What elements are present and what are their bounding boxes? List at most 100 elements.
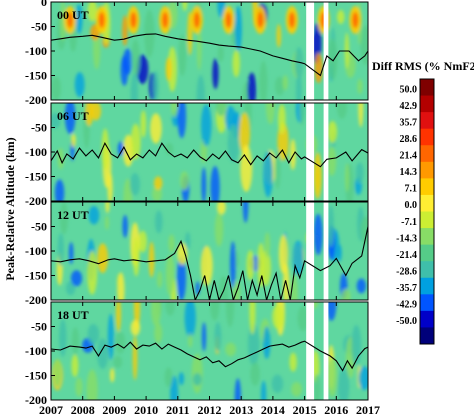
anomaly-blob [352,12,359,28]
colorbar-tick-label: 0.0 [405,200,418,211]
anomaly-blob [122,15,128,46]
peak-line [51,340,368,372]
anomaly-blob [263,326,271,360]
anomaly-blob [327,146,337,176]
anomaly-blob [170,375,179,400]
colorbar-tick-label: 42.9 [400,101,418,112]
y-tick-label: -150 [25,69,47,83]
anomaly-blob [247,72,257,100]
colorbar-tick-label: -35.7 [396,283,417,294]
anomaly-blob [165,254,175,296]
anomaly-blob [294,47,304,80]
panels: -200 -150 -100 -50 0 00 UT -200 -150 -100 -50 06 U… [25,0,369,407]
anomaly-blob [165,302,175,316]
colorbar-swatch [420,194,434,212]
anomaly-blob [167,46,177,92]
anomaly-blob [358,103,364,128]
anomaly-blob [115,302,121,332]
anomaly-blob [130,123,141,160]
anomaly-blob [162,12,169,28]
anomaly-blob [225,302,235,328]
anomaly-blob [87,250,98,295]
y-tick-label: -50 [31,121,47,135]
anomaly-blob [212,58,219,90]
anomaly-blob [176,255,187,300]
y-axis-label: Peak-Relative Altitude (km) [3,137,17,280]
peak-line [51,226,368,300]
anomaly-blob [257,12,264,28]
anomaly-blob [131,39,140,77]
x-tick-label: 2017 [356,403,380,417]
x-tick-label: 2015 [293,403,317,417]
panel: -200 -150 -100 -50 12 UT [25,201,369,307]
x-axis: 2007 2008 2009 2010 2011 2012 2013 2014 2015 2016… [39,403,380,417]
anomaly-blob [210,166,220,201]
y-tick-label: -200 [25,293,47,307]
anomaly-blob [179,171,189,191]
anomaly-blob [201,322,207,352]
colorbar-swatch [420,294,434,312]
data-gap [323,302,329,400]
x-tick-label: 2009 [102,403,126,417]
data-gap [323,202,329,300]
anomaly-blob [313,213,323,256]
anomaly-blob [85,103,94,127]
anomaly-blob [64,103,76,135]
anomaly-blob [154,322,163,344]
anomaly-blob [164,367,173,388]
anomaly-blob [168,234,175,253]
anomaly-blob [115,331,126,354]
anomaly-blob [355,162,364,184]
anomaly-blob [54,179,65,201]
anomaly-blob [249,302,256,335]
x-tick-label: 2012 [198,403,222,417]
colorbar-swatch [420,277,434,295]
anomaly-blob [65,281,76,296]
anomaly-blob [263,150,273,198]
colorbar: Diff RMS (% NmF2) 50.0 42.9 35.7 28.6 21.4 14… [372,59,474,345]
y-tick-label: -100 [25,344,47,358]
anomaly-blob [345,163,350,193]
x-tick-label: 2007 [39,403,63,417]
y-tick-label: -100 [25,44,47,58]
anomaly-blob [101,128,109,170]
anomaly-blob [214,212,224,247]
y-tick-label: -100 [25,145,47,159]
anomaly-blob [272,304,285,330]
anomaly-blob [110,367,115,383]
anomaly-blob [188,333,193,348]
data-gap [323,2,329,100]
anomaly-blob [122,214,128,238]
anomaly-blob [250,362,260,386]
anomaly-blob [336,103,348,120]
anomaly-blob [234,5,242,52]
y-tick-label: -200 [25,393,47,407]
data-gap [306,302,315,400]
anomaly-blob [216,202,226,215]
anomaly-blob [132,335,138,381]
colorbar-swatch [420,327,434,345]
colorbar-tick-label: -28.6 [396,266,417,277]
anomaly-blob [75,3,83,35]
panel: -200 -150 -100 -50 06 UT [25,102,369,208]
panel: -200 -150 -100 -50 18 UT [25,301,369,407]
panel-label: 12 UT [57,208,89,222]
anomaly-blob [171,103,178,117]
anomaly-blob [130,73,139,100]
anomaly-blob [271,374,284,393]
y-tick-label: -50 [31,220,47,234]
colorbar-tick-label: -7.1 [401,217,417,228]
anomaly-blob [282,75,288,91]
colorbar-frame [419,78,435,345]
anomaly-blob [105,202,110,214]
colorbar-title: Diff RMS (% NmF2) [372,59,474,73]
anomaly-blob [87,323,100,345]
anomaly-blob [75,377,83,397]
colorbar-swatch [420,112,434,130]
panel-label: 06 UT [57,109,89,123]
anomaly-blob [151,302,161,327]
anomaly-blob [360,216,368,244]
colorbar-tick-label: -50.0 [396,316,417,327]
anomaly-blob [185,231,191,251]
anomaly-blob [152,186,162,201]
